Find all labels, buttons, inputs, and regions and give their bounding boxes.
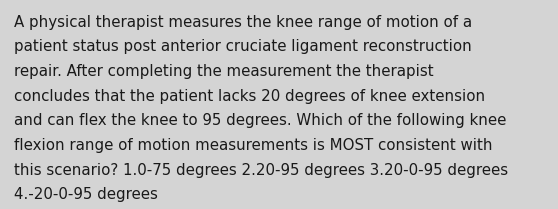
Text: and can flex the knee to 95 degrees. Which of the following knee: and can flex the knee to 95 degrees. Whi… [14,113,506,128]
Text: patient status post anterior cruciate ligament reconstruction: patient status post anterior cruciate li… [14,39,472,54]
Text: this scenario? 1.0-75 degrees 2.20-95 degrees 3.20-0-95 degrees: this scenario? 1.0-75 degrees 2.20-95 de… [14,163,508,178]
Text: flexion range of motion measurements is MOST consistent with: flexion range of motion measurements is … [14,138,493,153]
Text: concludes that the patient lacks 20 degrees of knee extension: concludes that the patient lacks 20 degr… [14,89,485,104]
Text: repair. After completing the measurement the therapist: repair. After completing the measurement… [14,64,434,79]
Text: A physical therapist measures the knee range of motion of a: A physical therapist measures the knee r… [14,15,472,30]
Text: 4.-20-0-95 degrees: 4.-20-0-95 degrees [14,187,158,202]
